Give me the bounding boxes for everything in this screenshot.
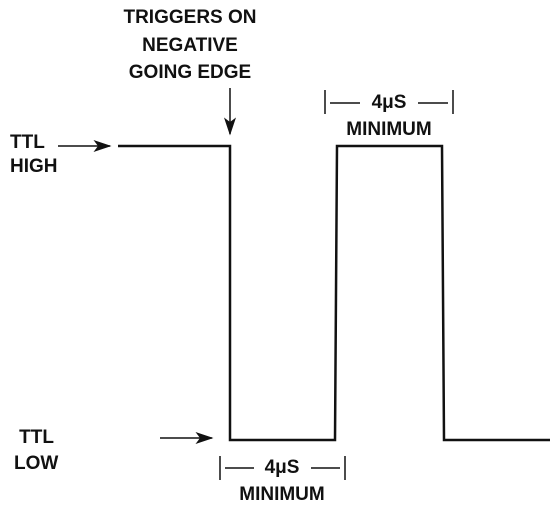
high-label: TTL: [10, 132, 45, 153]
duration-value: 4μS: [265, 457, 300, 478]
waveform: [118, 144, 550, 442]
duration-value: 4μS: [372, 92, 407, 113]
high-label: HIGH: [10, 156, 58, 177]
duration-note: MINIMUM: [346, 119, 431, 140]
trigger-note: GOING EDGE: [129, 62, 251, 83]
low-label: LOW: [14, 453, 58, 474]
low-label: TTL: [19, 427, 54, 448]
trigger-note: TRIGGERS ON: [123, 7, 256, 28]
duration-note: MINIMUM: [239, 484, 324, 505]
trigger-note: NEGATIVE: [142, 35, 238, 56]
